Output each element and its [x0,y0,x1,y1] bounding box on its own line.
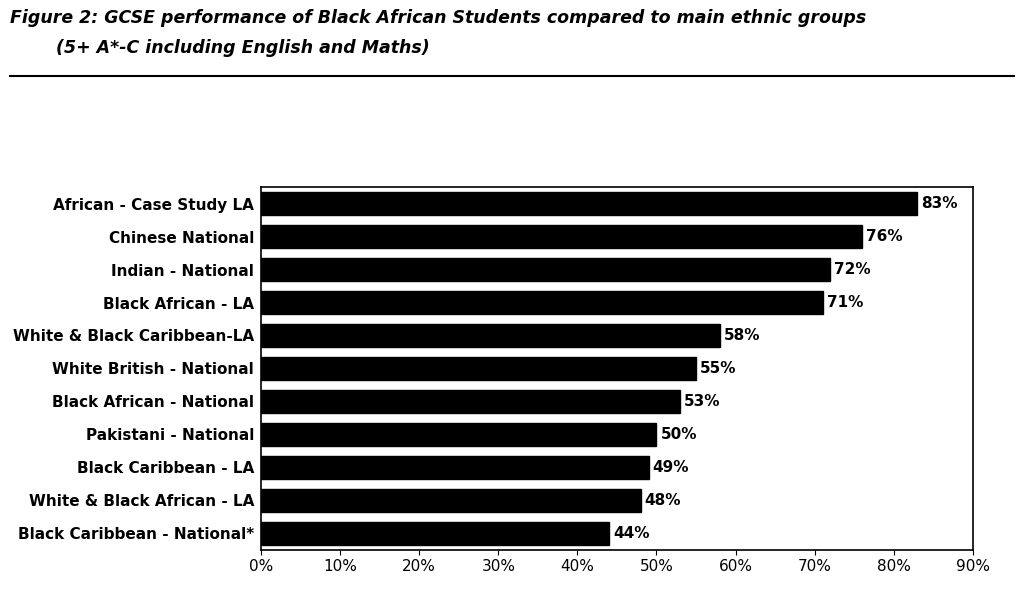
Text: 49%: 49% [652,460,689,475]
Bar [261,423,656,446]
Bar [261,192,918,215]
Text: 83%: 83% [922,196,957,211]
Bar [261,390,680,413]
Bar [261,357,696,380]
Bar [261,324,720,347]
Bar [261,291,822,314]
Text: 44%: 44% [613,525,649,541]
Text: 76%: 76% [866,229,903,244]
Bar [261,456,648,479]
Bar [261,258,830,281]
Bar [261,225,862,248]
Text: 48%: 48% [645,493,681,508]
Text: 71%: 71% [826,295,863,310]
Text: 72%: 72% [835,262,871,277]
Text: 55%: 55% [700,361,736,376]
Text: Figure 2: GCSE performance of Black African Students compared to main ethnic gro: Figure 2: GCSE performance of Black Afri… [10,9,866,27]
Text: 53%: 53% [684,394,721,409]
Bar [261,522,609,545]
Bar [261,489,641,512]
Text: (5+ A*-C including English and Maths): (5+ A*-C including English and Maths) [56,39,430,57]
Text: 58%: 58% [724,328,760,343]
Text: 50%: 50% [660,427,697,442]
